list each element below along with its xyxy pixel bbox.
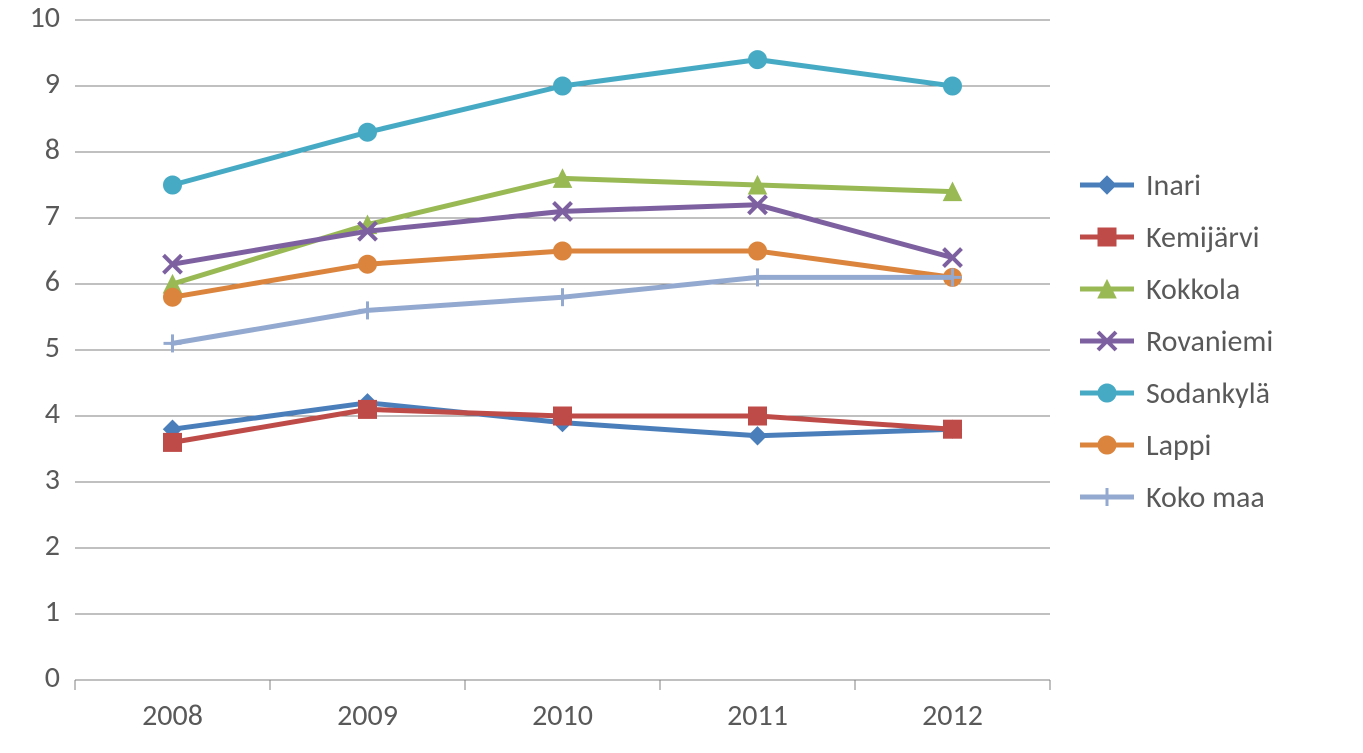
legend-item-koko-maa: Koko maa [1080,482,1273,512]
legend-label: Sodankylä [1146,375,1270,412]
x-tick-label: 2011 [727,697,788,734]
legend-item-inari: Inari [1080,170,1273,200]
legend-swatch [1080,326,1134,356]
y-tick-label: 5 [45,329,60,366]
legend-label: Koko maa [1146,479,1265,516]
y-tick-label: 3 [45,461,60,498]
legend-label: Lappi [1146,427,1211,464]
legend-swatch [1080,378,1134,408]
y-tick-label: 0 [45,659,60,696]
x-tick-label: 2009 [337,697,398,734]
y-tick-label: 1 [45,593,60,630]
legend-swatch [1080,482,1134,512]
y-tick-label: 6 [45,263,60,300]
legend-label: Kemijärvi [1146,219,1260,256]
legend-item-rovaniemi: Rovaniemi [1080,326,1273,356]
legend-swatch [1080,170,1134,200]
y-tick-label: 8 [45,131,60,168]
legend-swatch [1080,222,1134,252]
x-tick-label: 2008 [142,697,203,734]
legend-label: Kokkola [1146,271,1240,308]
y-tick-label: 7 [45,197,60,234]
y-tick-label: 10 [30,0,60,36]
y-tick-label: 4 [45,395,60,432]
x-tick-label: 2012 [922,697,983,734]
legend-swatch [1080,430,1134,460]
chart-legend: Inari Kemijärvi Kokkola Rovaniemi Sodankylä L… [1080,170,1273,534]
x-tick-label: 2010 [532,697,593,734]
y-tick-label: 9 [45,65,60,102]
legend-item-sodankylä: Sodankylä [1080,378,1273,408]
legend-item-kokkola: Kokkola [1080,274,1273,304]
legend-label: Rovaniemi [1146,323,1273,360]
legend-item-lappi: Lappi [1080,430,1273,460]
legend-swatch [1080,274,1134,304]
line-chart: 0 1 2 3 4 5 6 7 8 9 10 2008 2009 2010 2011 2012 Inari Ke… [0,0,1363,753]
legend-label: Inari [1146,167,1201,204]
legend-item-kemijärvi: Kemijärvi [1080,222,1273,252]
y-tick-label: 2 [45,527,60,564]
